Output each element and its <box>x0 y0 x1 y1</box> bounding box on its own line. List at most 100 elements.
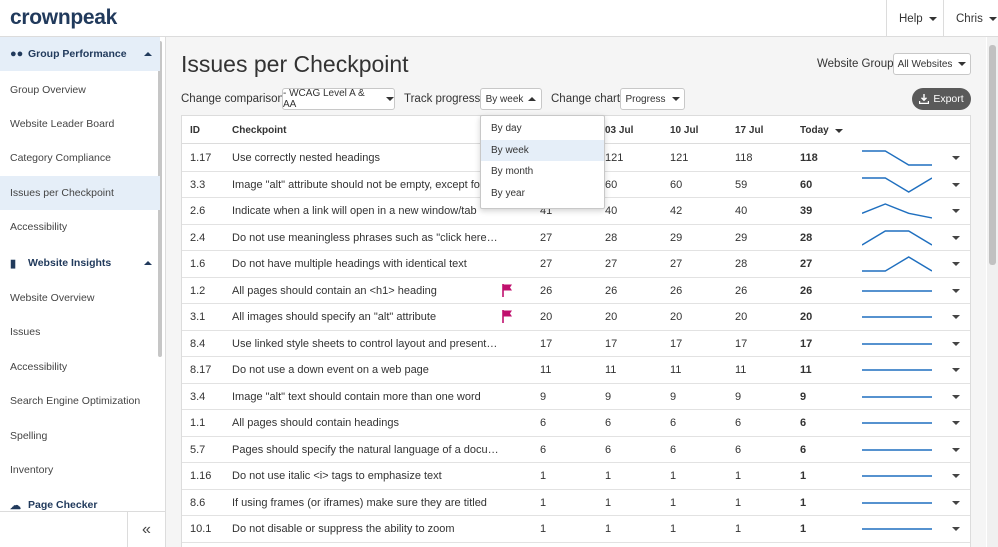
row-expand-chevron-down-icon[interactable] <box>952 421 960 425</box>
table-row[interactable]: 3.1 All images should specify an "alt" at… <box>182 304 970 331</box>
table-row[interactable]: 1.1 All pages should contain headings 6 6 6 6… <box>182 410 970 437</box>
cell-today: 27 <box>800 258 813 270</box>
row-expand-chevron-down-icon[interactable] <box>952 235 960 240</box>
table-row[interactable]: 10.1 Do not disable or suppress the abili… <box>182 516 970 543</box>
cell-checkpoint[interactable]: All pages should contain headings <box>232 417 399 429</box>
cell-c3: 1 <box>735 470 742 482</box>
cell-checkpoint[interactable]: All images should specify an "alt" attri… <box>232 311 437 323</box>
dropdown-option-by-week[interactable]: By week <box>481 140 604 161</box>
cell-checkpoint[interactable]: Image "alt" attribute should not be empt… <box>232 178 497 191</box>
flag-icon[interactable] <box>502 310 513 323</box>
dropdown-option-by-day[interactable]: By day <box>491 123 522 134</box>
col-header-checkpoint[interactable]: Checkpoint <box>232 125 287 136</box>
table-row[interactable]: 8.17 Do not use a down event on a web pag… <box>182 357 970 384</box>
row-expand-chevron-down-icon[interactable] <box>952 288 960 293</box>
row-expand-chevron-down-icon[interactable] <box>952 447 960 452</box>
cell-checkpoint[interactable]: Use linked style sheets to control layou… <box>232 337 500 350</box>
sidebar-scrollbar[interactable] <box>158 41 162 357</box>
sparkline <box>862 369 932 371</box>
cell-checkpoint[interactable]: Pages should specify the natural languag… <box>232 443 500 456</box>
cell-today: 6 <box>800 417 807 429</box>
sidebar-item-website-accessibility[interactable]: Accessibility <box>0 350 160 384</box>
table-row[interactable]: 2.6 Indicate when a link will open in a n… <box>182 198 970 225</box>
row-expand-chevron-down-icon[interactable] <box>952 527 960 531</box>
sidebar-item-seo[interactable]: Search Engine Optimization <box>0 384 160 418</box>
help-menu[interactable]: Help <box>886 0 943 37</box>
table-row[interactable]: 1.2 All pages should contain an <h1> head… <box>182 278 970 304</box>
row-expand-chevron-down-icon[interactable] <box>952 262 960 266</box>
cell-c1: 40 <box>605 205 618 217</box>
col-header-today[interactable]: Today <box>800 125 843 136</box>
sidebar-item-accessibility[interactable]: Accessibility <box>0 210 160 244</box>
chevron-down-icon <box>671 97 680 101</box>
table-row[interactable]: 8.6 If using frames (or iframes) make sur… <box>182 490 970 516</box>
row-expand-chevron-down-icon[interactable] <box>952 474 960 478</box>
cell-today: 9 <box>800 390 807 403</box>
sparkline <box>862 316 932 318</box>
page-title: Issues per Checkpoint <box>181 51 409 77</box>
help-label: Help <box>899 12 923 25</box>
dropdown-option-by-month[interactable]: By month <box>491 166 534 177</box>
cell-checkpoint[interactable]: Do not use italic <i> tags to emphasize … <box>232 470 442 482</box>
row-expand-chevron-down-icon[interactable] <box>952 394 960 399</box>
export-button[interactable]: Export <box>912 88 971 110</box>
row-expand-chevron-down-icon[interactable] <box>952 156 960 160</box>
row-expand-chevron-down-icon[interactable] <box>952 341 960 346</box>
cell-checkpoint[interactable]: All pages should contain an <h1> heading <box>232 284 437 297</box>
track-progress-select[interactable]: By week <box>480 88 542 110</box>
col-header-10-jul[interactable]: 10 Jul <box>670 125 699 136</box>
sparkline <box>862 176 932 193</box>
sidebar-item-spelling[interactable]: Spelling <box>0 419 160 453</box>
collapse-sidebar-button[interactable]: « <box>127 512 165 547</box>
sidebar-item-category-compliance[interactable]: Category Compliance <box>0 141 160 175</box>
change-comparison-select[interactable]: - WCAG Level A & AA <box>282 88 395 110</box>
sparkline <box>862 422 932 424</box>
cell-checkpoint[interactable]: Do not have multiple headings with ident… <box>232 258 467 270</box>
sidebar-item-website-overview[interactable]: Website Overview <box>0 281 160 315</box>
sidebar-item-inventory[interactable]: Inventory <box>0 453 160 487</box>
change-chart-select[interactable]: Progress <box>620 88 685 110</box>
cell-checkpoint[interactable]: Use correctly nested headings <box>232 152 380 164</box>
crownpeak-logo[interactable]: crownpeak <box>10 6 118 29</box>
cell-id: 1.17 <box>190 152 212 164</box>
table-row[interactable]: 1.6 Do not have multiple headings with id… <box>182 251 970 278</box>
cell-checkpoint[interactable]: Do not use a down event on a web page <box>232 364 429 376</box>
page-scrollbar-thumb[interactable] <box>989 45 996 265</box>
table-row[interactable]: 8.4 Use linked style sheets to control la… <box>182 331 970 357</box>
user-menu[interactable]: Chris <box>943 0 998 37</box>
row-expand-chevron-down-icon[interactable] <box>952 182 960 187</box>
cell-checkpoint[interactable]: Do not disable or suppress the ability t… <box>232 523 455 535</box>
cell-c3: 28 <box>735 258 748 270</box>
sparkline-series <box>862 150 932 166</box>
col-header-17-jul[interactable]: 17 Jul <box>735 125 764 136</box>
page-scrollbar[interactable] <box>987 37 998 547</box>
cell-today: 20 <box>800 311 813 323</box>
flag-icon[interactable] <box>502 283 513 297</box>
sidebar-item-group-overview[interactable]: Group Overview <box>0 73 160 107</box>
sidebar-section-page-checker[interactable]: ☁ Page Checker <box>0 489 160 521</box>
cell-checkpoint[interactable]: Image "alt" text should contain more tha… <box>232 390 481 403</box>
row-expand-chevron-down-icon[interactable] <box>952 500 960 505</box>
table-row[interactable]: 5.7 Pages should specify the natural lang… <box>182 437 970 463</box>
sidebar-item-label: Search Engine Optimization <box>10 395 141 407</box>
row-expand-chevron-down-icon[interactable] <box>952 315 960 319</box>
sidebar-item-issues[interactable]: Issues <box>0 315 160 349</box>
sparkline <box>862 501 932 504</box>
row-expand-chevron-down-icon[interactable] <box>952 209 960 213</box>
sidebar-section-website-insights[interactable]: ▮ Website Insights <box>0 246 160 280</box>
users-icon: ●● <box>10 48 24 60</box>
table-row[interactable]: 2.4 Do not use meaningless phrases such a… <box>182 225 970 251</box>
table-row[interactable]: 3.4 Image "alt" text should contain more … <box>182 384 970 410</box>
row-expand-chevron-down-icon[interactable] <box>952 368 960 372</box>
cell-checkpoint[interactable]: Do not use meaningless phrases such as "… <box>232 231 500 244</box>
sidebar-item-issues-per-checkpoint[interactable]: Issues per Checkpoint <box>0 176 160 210</box>
sidebar-section-group-performance[interactable]: ●● Group Performance <box>0 37 160 71</box>
website-group-select[interactable]: All Websites <box>893 53 971 75</box>
col-header-id[interactable]: ID <box>190 125 200 136</box>
sidebar-item-website-leader-board[interactable]: Website Leader Board <box>0 107 160 141</box>
dropdown-option-by-year[interactable]: By year <box>491 188 525 199</box>
cell-checkpoint[interactable]: If using frames (or iframes) make sure t… <box>232 496 487 509</box>
table-row[interactable]: 1.16 Do not use italic <i> tags to emphas… <box>182 463 970 490</box>
col-header-03-jul[interactable]: 03 Jul <box>605 125 634 136</box>
cell-checkpoint[interactable]: Indicate when a link will open in a new … <box>232 205 477 217</box>
